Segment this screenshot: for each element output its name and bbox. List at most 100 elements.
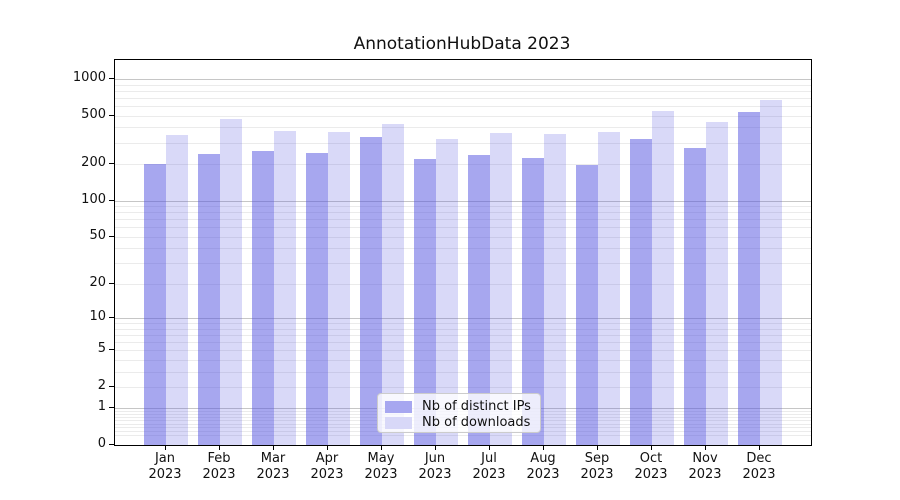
- plot-area: [114, 59, 812, 446]
- x-tick-mark: [435, 445, 436, 450]
- x-tick-label: Jan 2023: [148, 451, 182, 482]
- y-tick-mark: [109, 444, 114, 445]
- x-tick-mark: [597, 445, 598, 450]
- y-tick-label: 50: [89, 227, 106, 243]
- bar-distinct-ips-jun: [414, 159, 436, 445]
- gridline-minor: [115, 283, 811, 285]
- legend-item-downloads: Nb of downloads: [385, 415, 532, 430]
- x-tick-label: Dec 2023: [742, 451, 776, 482]
- gridline-minor: [115, 371, 811, 373]
- bar-distinct-ips-may: [360, 136, 382, 445]
- x-tick-label: Aug 2023: [526, 451, 560, 482]
- bar-distinct-ips-jul: [468, 154, 490, 445]
- gridline-minor: [115, 115, 811, 117]
- gridline-minor: [115, 127, 811, 129]
- x-tick-mark: [759, 445, 760, 450]
- y-tick-label: 1: [97, 399, 106, 415]
- bar-downloads-may: [382, 124, 404, 445]
- x-tick-label: Oct 2023: [634, 451, 668, 482]
- y-tick-label: 0: [97, 436, 106, 451]
- x-tick-mark: [273, 445, 274, 450]
- y-tick-label: 5: [97, 341, 106, 357]
- chart-title: AnnotationHubData 2023: [353, 34, 571, 54]
- y-tick-mark: [109, 349, 114, 351]
- legend-item-distinct-ips: Nb of distinct IPs: [385, 399, 532, 414]
- gridline-major: [115, 78, 811, 80]
- x-tick-label: Apr 2023: [310, 451, 344, 482]
- bar-downloads-aug: [544, 133, 566, 445]
- gridline-major: [115, 318, 811, 319]
- bar-distinct-ips-mar: [252, 151, 274, 445]
- bar-distinct-ips-apr: [306, 152, 328, 445]
- bar-distinct-ips-dec: [738, 111, 760, 445]
- bar-downloads-nov: [706, 121, 728, 445]
- bar-downloads-dec: [760, 100, 782, 445]
- bar-downloads-oct: [652, 110, 674, 445]
- bar-downloads-jul: [490, 133, 512, 445]
- y-tick-mark: [109, 282, 114, 284]
- gridline-minor: [115, 227, 811, 229]
- gridline-minor: [115, 206, 811, 207]
- x-tick-mark: [705, 445, 706, 450]
- bar-downloads-apr: [328, 131, 350, 445]
- x-tick-mark: [651, 445, 652, 450]
- gridline-minor: [115, 341, 811, 343]
- y-tick-label: 10: [89, 309, 106, 324]
- legend-label-distinct-ips: Nb of distinct IPs: [422, 399, 531, 414]
- gridline-minor: [115, 212, 811, 214]
- y-tick-label: 2: [97, 377, 106, 393]
- y-tick-label: 200: [81, 155, 106, 170]
- y-tick-mark: [109, 77, 114, 79]
- gridline-minor: [115, 328, 811, 330]
- y-tick-mark: [109, 235, 114, 237]
- x-tick-mark: [165, 445, 166, 450]
- gridline-minor: [115, 142, 811, 144]
- legend-swatch-distinct-ips: [385, 400, 412, 413]
- bar-downloads-sep: [598, 131, 620, 445]
- x-tick-mark: [381, 445, 382, 450]
- y-tick-label: 100: [81, 191, 106, 207]
- legend-label-downloads: Nb of downloads: [422, 415, 531, 430]
- y-tick-mark: [109, 114, 114, 116]
- gridline-minor: [115, 263, 811, 265]
- y-tick-mark: [109, 385, 114, 387]
- gridline-major: [115, 200, 811, 202]
- bar-downloads-mar: [274, 130, 296, 445]
- x-tick-label: Mar 2023: [256, 451, 290, 482]
- gridline-minor: [115, 97, 811, 99]
- y-tick-label: 1000: [72, 69, 106, 85]
- bar-distinct-ips-jan: [144, 164, 166, 445]
- x-tick-mark: [219, 445, 220, 450]
- bar-distinct-ips-oct: [630, 139, 652, 445]
- bar-distinct-ips-aug: [522, 157, 544, 445]
- x-tick-mark: [489, 445, 490, 450]
- bar-distinct-ips-feb: [198, 153, 220, 445]
- gridline-minor: [115, 435, 811, 437]
- gridline-minor: [115, 386, 811, 388]
- gridline-minor: [115, 248, 811, 250]
- bar-distinct-ips-sep: [576, 165, 598, 445]
- x-tick-mark: [543, 445, 544, 450]
- gridline-minor: [115, 84, 811, 86]
- gridline-minor: [115, 164, 811, 165]
- gridline-minor: [115, 334, 811, 336]
- gridline-minor: [115, 90, 811, 92]
- y-tick-label: 20: [89, 274, 106, 290]
- bar-downloads-feb: [220, 119, 242, 445]
- gridline-minor: [115, 236, 811, 238]
- y-tick-mark: [109, 407, 114, 409]
- gridline-minor: [115, 106, 811, 107]
- y-tick-mark: [109, 199, 114, 201]
- y-tick-mark: [109, 317, 114, 318]
- x-tick-mark: [327, 445, 328, 450]
- bar-downloads-jun: [436, 138, 458, 445]
- x-tick-label: Jun 2023: [418, 451, 452, 482]
- x-tick-label: Feb 2023: [202, 451, 236, 482]
- gridline-minor: [115, 219, 811, 221]
- x-tick-label: Sep 2023: [580, 451, 614, 482]
- y-tick-mark: [109, 163, 114, 164]
- y-tick-label: 500: [81, 106, 106, 122]
- bar-downloads-jan: [166, 135, 188, 445]
- x-tick-label: May 2023: [364, 451, 398, 482]
